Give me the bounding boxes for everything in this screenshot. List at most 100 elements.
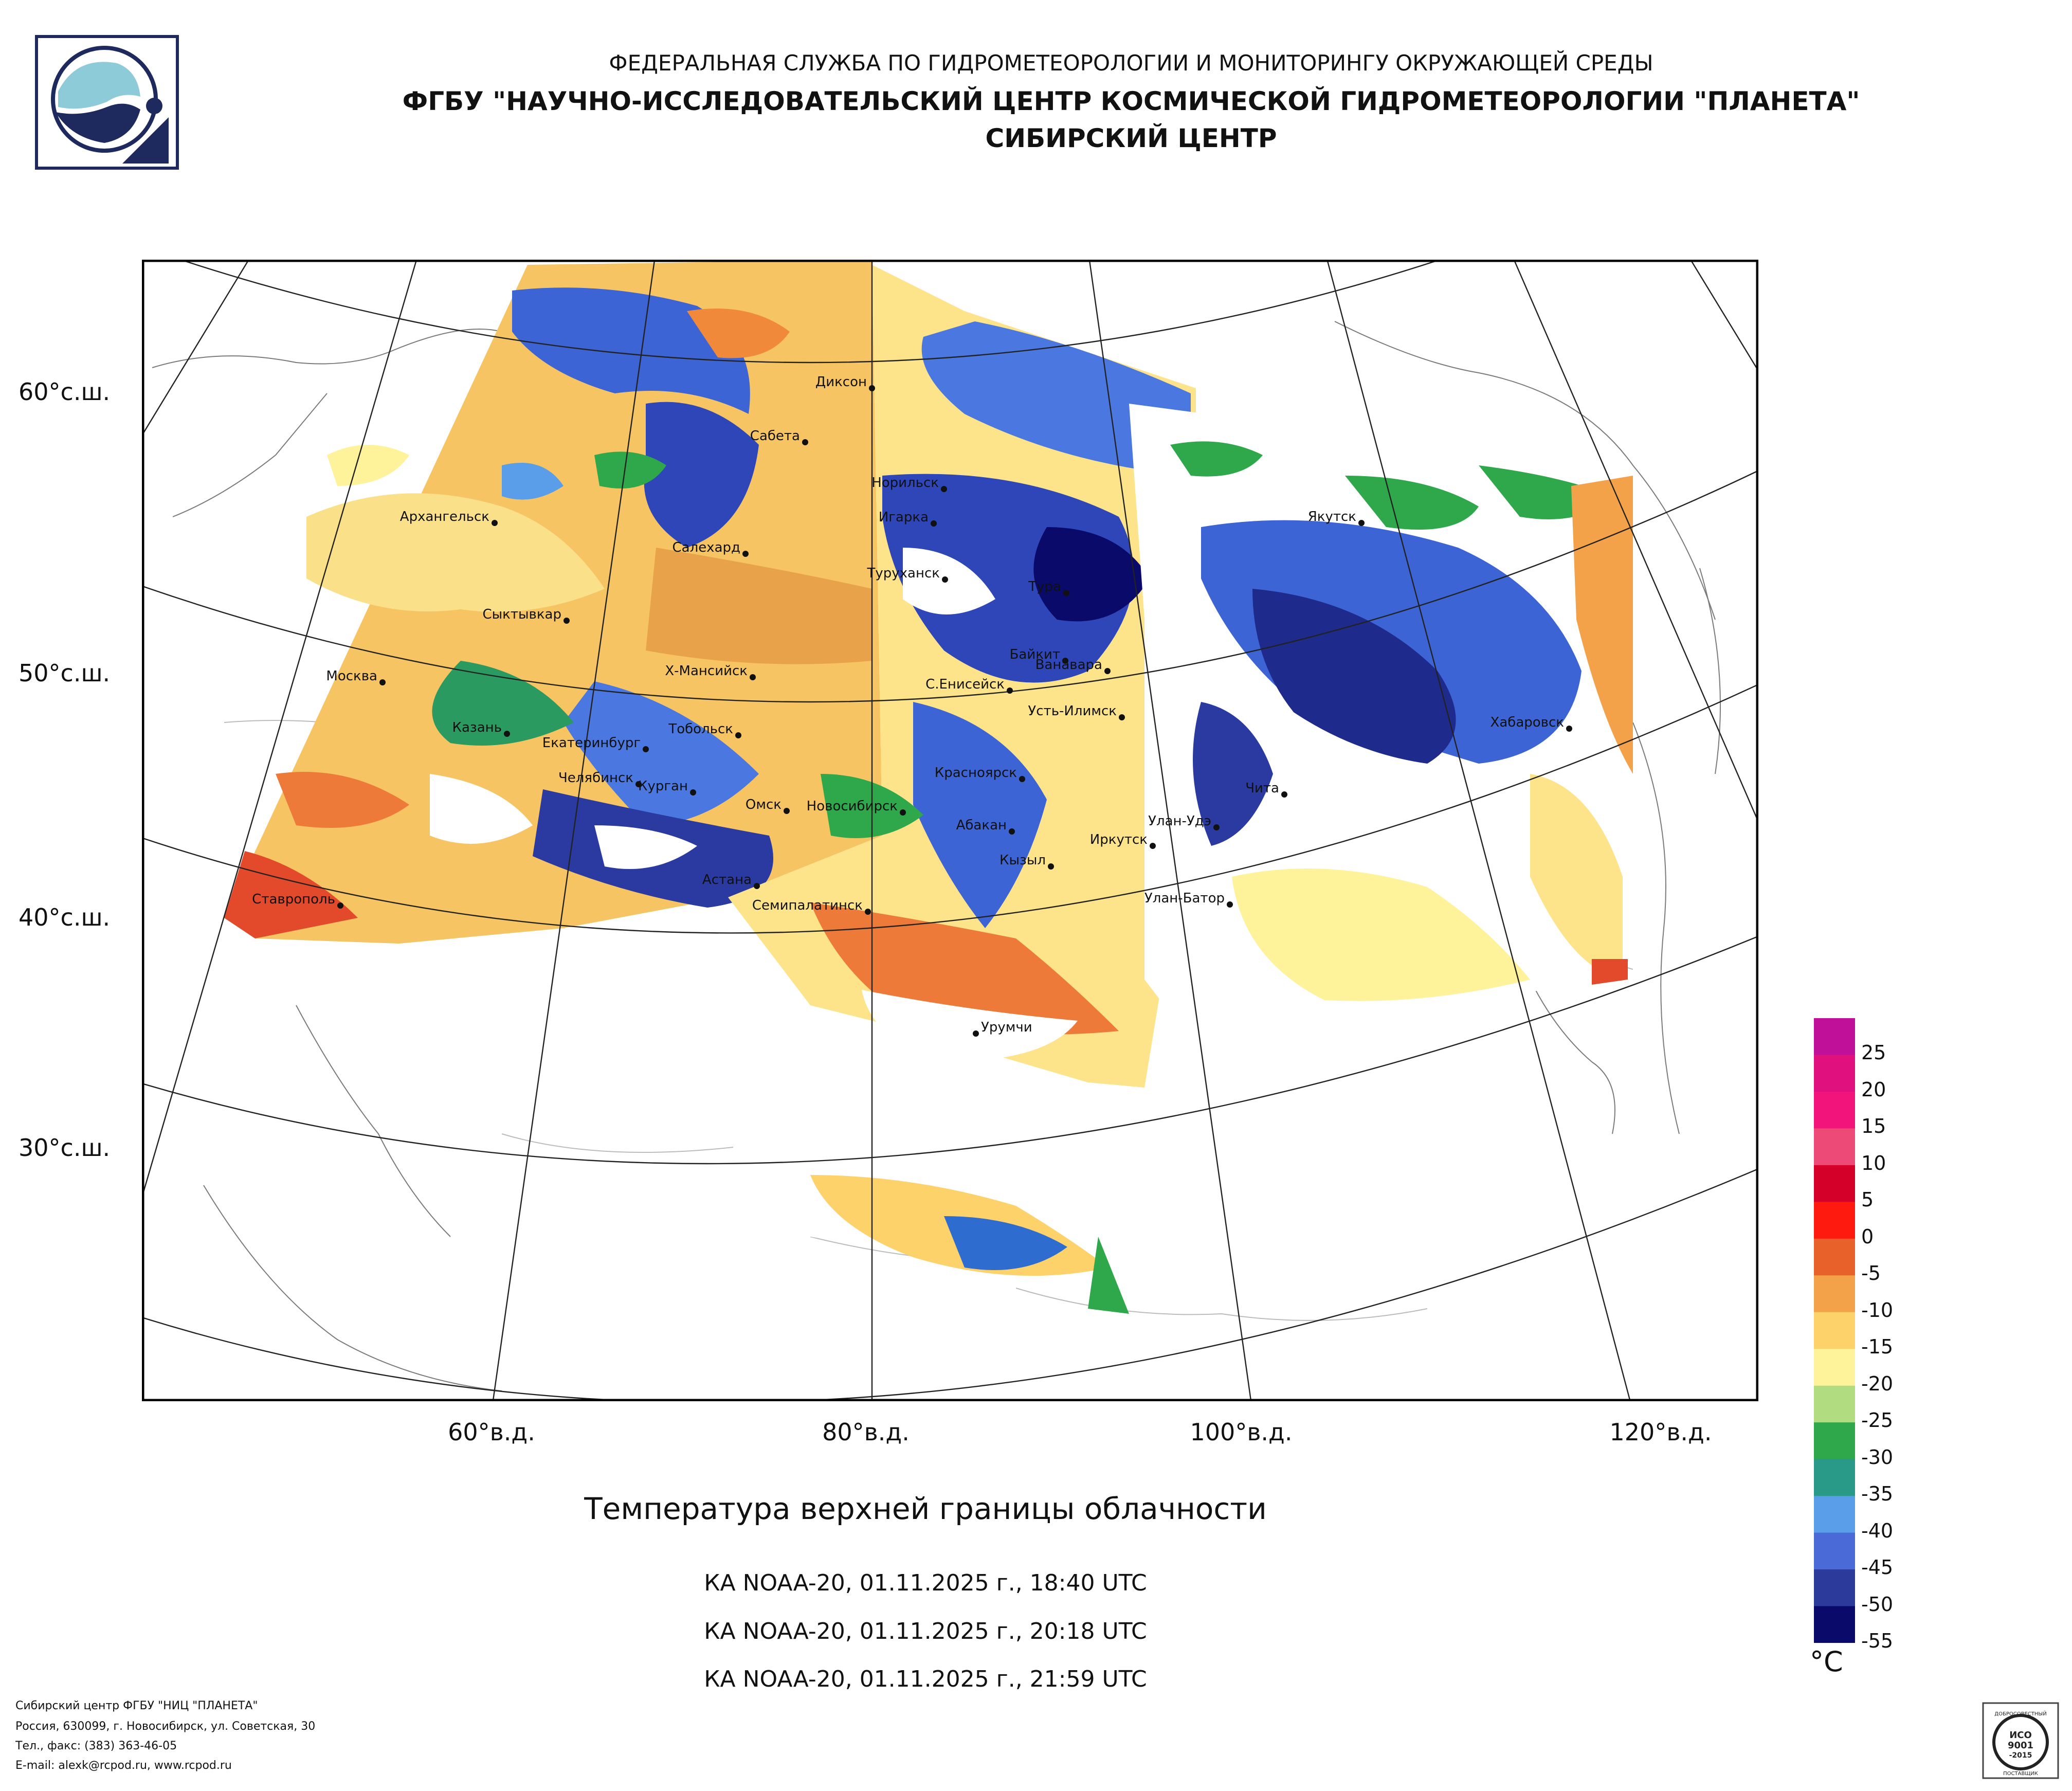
colorbar-tick: 25	[1861, 1041, 1886, 1064]
city-dot	[869, 385, 875, 391]
city-label: Улан-Батор	[1144, 891, 1225, 906]
city-dot	[973, 1030, 979, 1037]
city-dot	[690, 789, 696, 795]
city-marker: Омск	[746, 797, 790, 814]
city-dot	[1104, 668, 1111, 674]
city-marker: Х-Мансийск	[665, 663, 756, 680]
city-dot	[1358, 520, 1365, 526]
city-label: Норильск	[871, 475, 939, 491]
city-marker: Салехард	[672, 540, 749, 557]
city-dot	[1007, 688, 1013, 694]
city-marker: Норильск	[871, 475, 947, 492]
colorbar-tick: -15	[1861, 1335, 1894, 1359]
colorbar-swatch	[1814, 1055, 1855, 1092]
city-marker: Улан-Удэ	[1148, 813, 1220, 830]
city-dot	[1150, 843, 1156, 849]
city-dot	[865, 909, 871, 915]
colorbar-tick: -35	[1861, 1482, 1894, 1506]
colorbar-swatch	[1814, 1018, 1855, 1055]
city-dot	[1048, 863, 1054, 870]
city-label: С.Енисейск	[925, 677, 1005, 692]
city-marker: Казань	[452, 720, 510, 737]
city-marker: Игарка	[879, 510, 937, 527]
city-label: Астана	[702, 872, 752, 888]
city-label: Сыктывкар	[482, 607, 561, 622]
city-marker: Ванавара	[1035, 657, 1111, 674]
lon-label-120: 120°в.д.	[1609, 1418, 1712, 1446]
city-marker: Урумчи	[973, 1020, 1032, 1037]
colorbar-tick: -20	[1861, 1372, 1894, 1395]
city-dot	[802, 439, 808, 445]
lat-label-60: 60°с.ш.	[19, 378, 111, 406]
lon-label-60: 60°в.д.	[448, 1418, 535, 1446]
city-marker: Туруханск	[867, 566, 948, 583]
satellite-pass: КА NOAA-20, 01.11.2025 г., 20:18 UTC	[704, 1618, 1147, 1644]
city-marker: Астана	[702, 872, 760, 889]
city-marker: Архангельск	[400, 509, 498, 526]
city-marker: Улан-Батор	[1144, 891, 1233, 908]
satellite-pass: КА NOAA-20, 01.11.2025 г., 18:40 UTC	[704, 1570, 1147, 1596]
city-marker: Семипалатинск	[752, 898, 871, 915]
city-dot	[492, 520, 498, 526]
colorbar-swatch	[1814, 1532, 1855, 1570]
colorbar-tick: -40	[1861, 1519, 1894, 1542]
city-dot	[1281, 791, 1287, 798]
colorbar-swatch	[1814, 1569, 1855, 1607]
footer-address: Россия, 630099, г. Новосибирск, ул. Сове…	[15, 1720, 316, 1733]
city-dot	[742, 551, 749, 557]
city-dot	[1119, 714, 1125, 720]
city-marker: Новосибирск	[807, 799, 906, 816]
city-layer: Диксон Сабета Норильск Игарка Архангельск Сал…	[252, 374, 1572, 1037]
colorbar-unit: °C	[1810, 1645, 1843, 1678]
colorbar-swatch	[1814, 1385, 1855, 1423]
colorbar-swatch	[1814, 1128, 1855, 1166]
city-label: Х-Мансийск	[665, 663, 748, 679]
city-label: Хабаровск	[1491, 715, 1564, 730]
footer-org: Сибирский центр ФГБУ "НИЦ "ПЛАНЕТА"	[15, 1699, 258, 1712]
lat-label-30: 30°с.ш.	[19, 1134, 111, 1162]
city-marker: Диксон	[815, 374, 875, 391]
cert-year-text: -2015	[2009, 1751, 2032, 1760]
city-marker: Сабета	[750, 428, 808, 445]
colorbar-swatch	[1814, 1459, 1855, 1496]
city-marker: Челябинск	[558, 770, 642, 787]
city-dot	[504, 731, 510, 737]
colorbar-swatch	[1814, 1606, 1855, 1643]
coastline-layer	[152, 321, 1721, 1391]
city-label: Екатеринбург	[542, 735, 641, 751]
colorbar-swatch	[1814, 1238, 1855, 1276]
footer-phone: Тел., факс: (383) 363-46-05	[15, 1740, 177, 1752]
city-label: Ванавара	[1035, 657, 1102, 673]
city-marker: Абакан	[956, 818, 1015, 835]
footer-email: E-mail: alexk@rcpod.ru, www.rcpod.ru	[15, 1759, 232, 1772]
city-label: Сабета	[750, 428, 800, 444]
city-label: Москва	[326, 668, 377, 684]
city-label: Улан-Удэ	[1148, 813, 1211, 829]
colorbar-tick: 15	[1861, 1115, 1886, 1138]
city-label: Иркутск	[1090, 832, 1148, 847]
colorbar-swatch	[1814, 1349, 1855, 1386]
city-label: Красноярск	[935, 765, 1017, 781]
city-dot	[1213, 824, 1220, 830]
colorbar-swatch	[1814, 1275, 1855, 1313]
city-marker: Якутск	[1308, 509, 1365, 526]
city-dot	[1009, 828, 1015, 835]
colorbar-tick: -55	[1861, 1630, 1894, 1652]
city-marker: Кызыл	[999, 853, 1054, 870]
city-marker: Хабаровск	[1491, 715, 1572, 732]
city-dot	[931, 520, 937, 527]
satellite-swath-middle	[728, 265, 1196, 1314]
city-dot	[942, 576, 948, 583]
cert-top-text: ДОБРОСОВЕСТНЫЙ	[1994, 1710, 2046, 1717]
colorbar-tick: -5	[1861, 1262, 1881, 1285]
colorbar-tick: -30	[1861, 1445, 1894, 1469]
city-marker: Москва	[326, 668, 386, 685]
city-marker: Курган	[638, 779, 696, 795]
city-marker: Иркутск	[1090, 832, 1156, 849]
city-label: Чита	[1245, 781, 1279, 796]
city-label: Салехард	[672, 540, 740, 555]
city-marker: Байкит	[1010, 647, 1068, 664]
satellite-swath-west	[224, 260, 882, 944]
city-marker: Красноярск	[935, 765, 1025, 782]
temperature-colorbar	[1814, 1018, 1855, 1643]
